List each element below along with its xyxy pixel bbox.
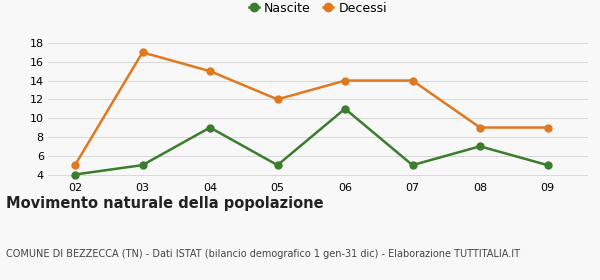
- Nascite: [71, 173, 79, 176]
- Decessi: [274, 98, 281, 101]
- Nascite: [544, 164, 551, 167]
- Nascite: [409, 164, 416, 167]
- Nascite: [274, 164, 281, 167]
- Decessi: [341, 79, 349, 82]
- Nascite: [206, 126, 214, 129]
- Decessi: [476, 126, 484, 129]
- Decessi: [409, 79, 416, 82]
- Decessi: [544, 126, 551, 129]
- Decessi: [71, 164, 79, 167]
- Nascite: [341, 107, 349, 110]
- Legend: Nascite, Decessi: Nascite, Decessi: [244, 0, 392, 20]
- Nascite: [139, 164, 146, 167]
- Text: COMUNE DI BEZZECCA (TN) - Dati ISTAT (bilancio demografico 1 gen-31 dic) - Elabo: COMUNE DI BEZZECCA (TN) - Dati ISTAT (bi…: [6, 249, 520, 259]
- Decessi: [139, 51, 146, 54]
- Line: Nascite: Nascite: [71, 105, 551, 178]
- Text: Movimento naturale della popolazione: Movimento naturale della popolazione: [6, 196, 323, 211]
- Decessi: [206, 69, 214, 73]
- Line: Decessi: Decessi: [71, 49, 551, 169]
- Nascite: [476, 145, 484, 148]
